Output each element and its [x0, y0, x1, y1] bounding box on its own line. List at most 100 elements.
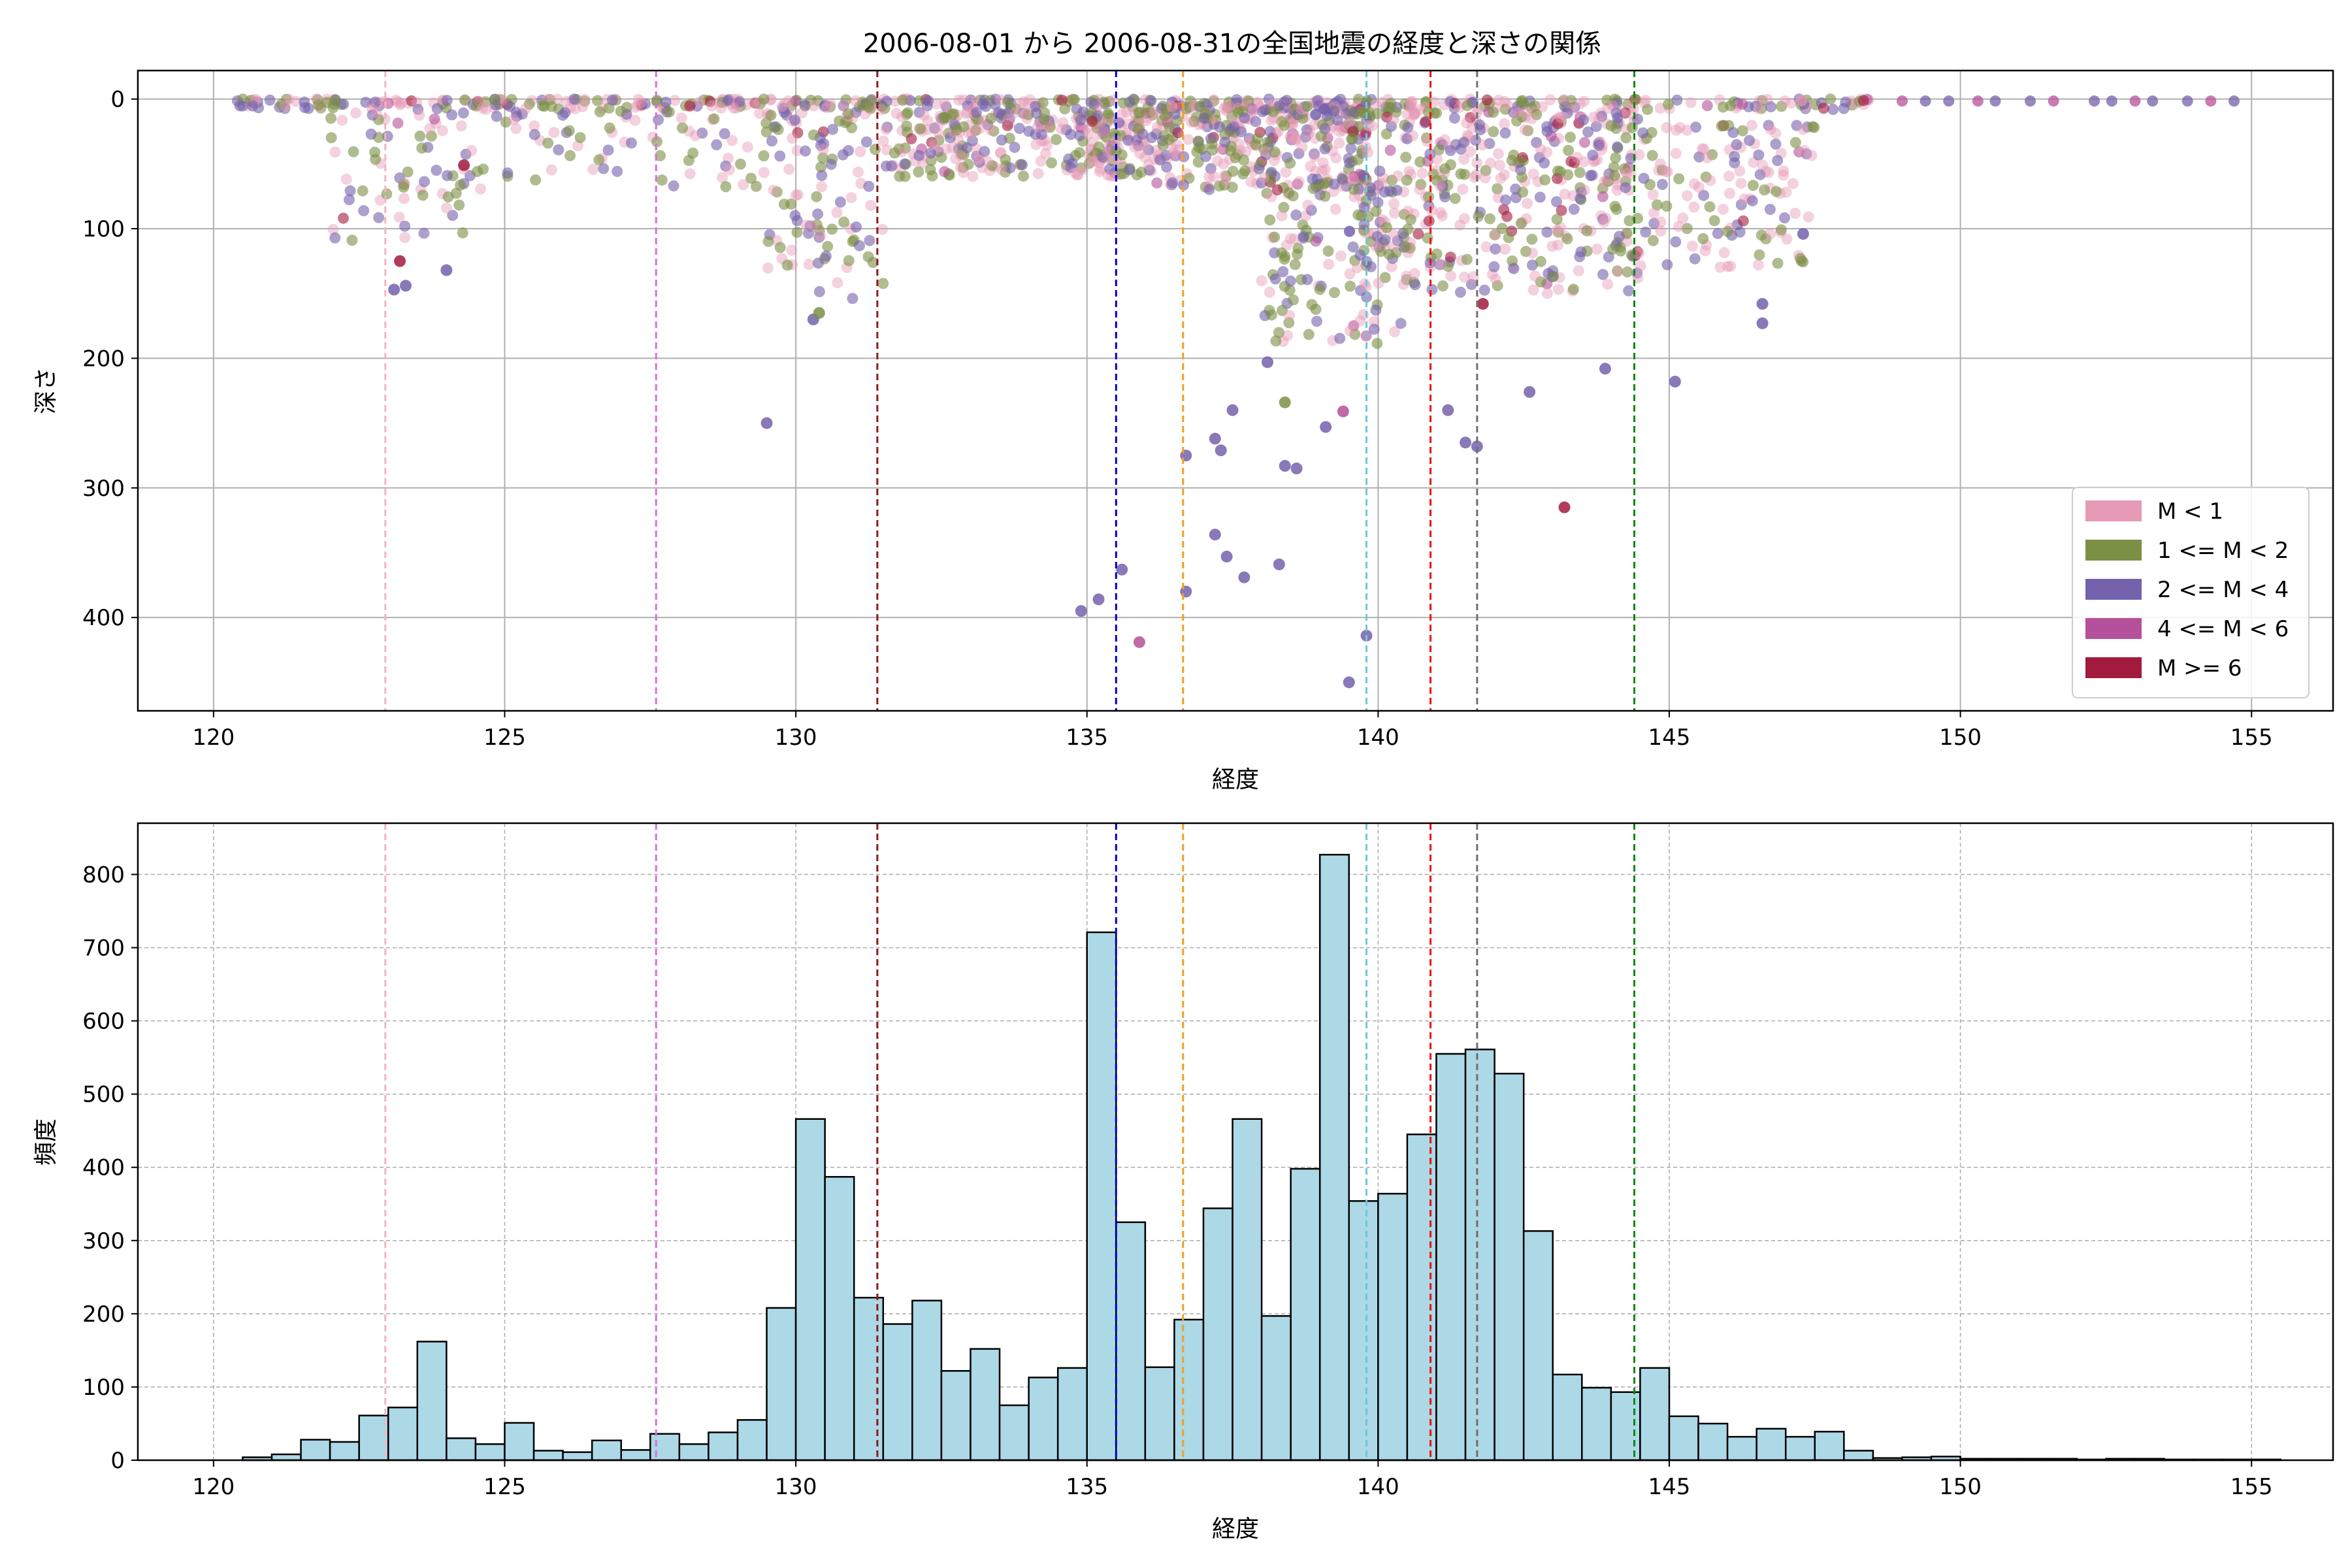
scatter-cloud-point [1699, 245, 1711, 257]
scatter-cloud-point [834, 115, 845, 127]
histogram-y-axis: 0 100 200 300 400 500 600 700 800 [82, 862, 138, 1474]
scatter-cloud-point [1298, 231, 1309, 242]
scatter-cloud-point [906, 133, 917, 144]
scatter-cloud-point [792, 189, 804, 201]
scatter-cloud-point [812, 257, 824, 269]
scatter-cloud-point [429, 113, 440, 125]
scatter-cloud-point [651, 136, 663, 148]
scatter-cloud-point [1793, 146, 1805, 158]
scatter-cloud-point [790, 189, 802, 201]
scatter-y-axis-label: 深さ [33, 367, 59, 414]
scatter-cloud-point [1426, 204, 1438, 216]
scatter-cloud-point [1083, 157, 1095, 169]
scatter-cloud-point [928, 139, 940, 151]
histogram-bar [1232, 1118, 1263, 1462]
scatter-cloud-point [765, 109, 777, 121]
scatter-cloud-point [668, 180, 679, 191]
scatter-cloud-point [1647, 235, 1659, 246]
scatter-cloud-point [796, 107, 808, 119]
scatter-cloud-point [955, 161, 966, 173]
scatter-cloud-point [1146, 132, 1158, 144]
scatter-cloud-point [1110, 145, 1122, 157]
scatter-cloud-point [1655, 216, 1667, 228]
scatter-cloud-point [1561, 107, 1573, 119]
scatter-cloud-point [1044, 122, 1056, 133]
scatter-cloud-point [1401, 108, 1413, 120]
scatter-cloud-point [1264, 286, 1275, 298]
scatter-cloud-point [1385, 97, 1397, 109]
scatter-cloud-point [913, 106, 925, 118]
scatter-cloud-point [1717, 101, 1729, 113]
scatter-cloud-point [1531, 109, 1543, 121]
scatter-cloud-point [1646, 150, 1658, 161]
histogram-bar [794, 1118, 826, 1462]
scatter-cloud-point [1656, 164, 1668, 176]
scatter-cloud-point [837, 149, 849, 161]
scatter-cloud-point [1330, 203, 1341, 215]
scatter-cloud-point [1284, 131, 1296, 142]
scatter-cloud-point [663, 106, 675, 118]
scatter-cloud-point [1235, 126, 1247, 138]
scatter-cloud-point [358, 205, 370, 217]
scatter-cloud-point [973, 156, 985, 168]
scatter-cloud-point [758, 93, 770, 105]
histogram-bar [1115, 1221, 1147, 1462]
scatter-cloud-point [1690, 122, 1702, 133]
scatter-cloud-point [1102, 108, 1114, 120]
scatter-cloud-point [1795, 95, 1807, 106]
scatter-cloud-point [1128, 141, 1140, 153]
scatter-x-tick-label: 145 [1648, 725, 1691, 751]
scatter-point [1343, 676, 1355, 689]
scatter-cloud-point [1454, 286, 1466, 298]
scatter-cloud-point [393, 211, 405, 223]
scatter-cloud-point [1067, 93, 1079, 105]
scatter-cloud-point [472, 166, 483, 178]
scatter-cloud-point [1556, 204, 1567, 216]
scatter-cloud-point [1013, 123, 1025, 135]
scatter-point [1262, 356, 1274, 368]
scatter-cloud-point [1266, 114, 1277, 126]
scatter-cloud-point [1309, 151, 1320, 163]
scatter-cloud-point [466, 145, 478, 157]
scatter-cloud-point [1273, 327, 1284, 338]
scatter-cloud-point [1159, 110, 1171, 122]
histogram-y-tick-label: 400 [82, 1155, 125, 1181]
scatter-cloud-point [1366, 120, 1378, 132]
histogram-bar [270, 1453, 302, 1462]
scatter-point [394, 255, 406, 267]
scatter-cloud-point [815, 139, 826, 151]
scatter-cloud-point [1402, 205, 1414, 217]
histogram-bar [329, 1441, 360, 1462]
scatter-point [1797, 227, 1809, 240]
scatter-cloud-point [720, 181, 732, 193]
scatter-cloud-point [1670, 148, 1682, 159]
scatter-cloud-point [734, 96, 745, 108]
scatter-cloud-point [325, 132, 337, 144]
scatter-cloud-point [1474, 119, 1486, 131]
scatter-cloud-point [1919, 95, 1931, 107]
scatter-cloud-point [1405, 103, 1417, 114]
scatter-cloud-point [813, 286, 825, 297]
scatter-cloud-point [1461, 253, 1473, 265]
scatter-cloud-point [1435, 259, 1446, 270]
scatter-cloud-point [1803, 211, 1814, 223]
scatter-cloud-point [745, 172, 757, 184]
scatter-cloud-point [1246, 103, 1258, 114]
scatter-cloud-point [863, 180, 875, 192]
scatter-cloud-point [1552, 284, 1564, 295]
scatter-cloud-point [1009, 106, 1021, 118]
scatter-cloud-point [838, 216, 850, 228]
scatter-cloud-point [815, 161, 826, 173]
scatter-cloud-point [523, 98, 535, 110]
scatter-point [813, 306, 825, 319]
scatter-cloud-point [820, 250, 832, 262]
scatter-cloud-point [1413, 228, 1424, 240]
scatter-cloud-point [880, 123, 892, 135]
scatter-cloud-point [1490, 273, 1501, 285]
scatter-cloud-point [1264, 174, 1276, 186]
scatter-cloud-point [1806, 150, 1818, 161]
scatter-cloud-point [1297, 112, 1309, 124]
scatter-cloud-point [1642, 103, 1654, 115]
scatter-cloud-point [704, 95, 716, 107]
scatter-cloud-point [1480, 165, 1492, 176]
